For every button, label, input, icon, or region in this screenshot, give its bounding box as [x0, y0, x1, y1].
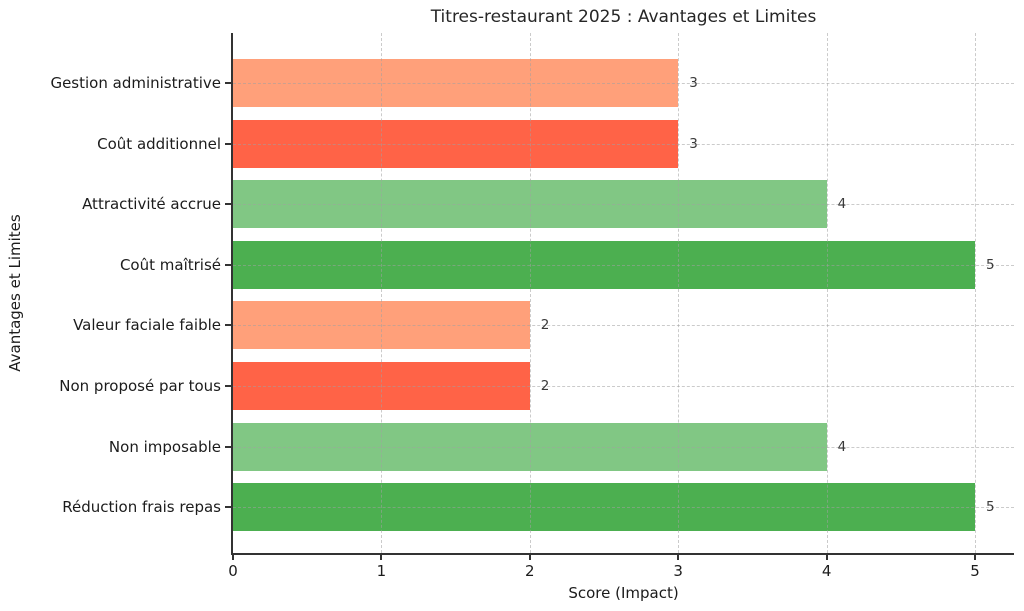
x-tick-label: 2: [525, 562, 535, 580]
gridline-horizontal: [233, 446, 1014, 448]
bar-value-label: 3: [689, 135, 698, 152]
y-tick-mark: [225, 385, 231, 387]
bar-value-label: 2: [540, 317, 550, 334]
y-tick-label: Non imposable: [108, 437, 221, 456]
x-tick-label: 5: [970, 562, 980, 580]
y-tick-label: Réduction frais repas: [62, 498, 221, 517]
x-tick-mark: [528, 555, 531, 560]
y-tick-mark: [225, 203, 231, 206]
x-tick-label: 1: [376, 562, 387, 580]
plot-area: 0 1 2 3 4 5 3 Gestion administrative 3 Coût addit…: [50, 33, 1014, 580]
y-tick-label: Valeur faciale faible: [73, 316, 221, 335]
y-tick-mark: [225, 324, 231, 327]
x-tick-mark: [974, 555, 976, 560]
gridline-vertical: [381, 33, 383, 553]
x-tick-label: 4: [821, 562, 832, 580]
y-tick-label: Coût additionnel: [97, 134, 221, 153]
x-tick-mark: [380, 555, 383, 560]
gridline-horizontal: [233, 325, 1014, 327]
gridline-horizontal: [233, 386, 1014, 387]
y-tick-mark: [225, 263, 231, 266]
gridline-horizontal: [233, 507, 1014, 509]
y-tick-label: Attractivité accrue: [82, 195, 221, 214]
gridline-horizontal: [233, 83, 1014, 84]
y-tick-mark: [225, 445, 231, 448]
y-tick-mark: [225, 506, 231, 509]
y-tick-mark: [225, 142, 231, 145]
bar-value-label: 5: [986, 256, 995, 273]
x-axis-label: Score (Impact): [568, 584, 679, 602]
bar-value-label: 2: [540, 378, 550, 394]
x-tick-mark: [825, 555, 828, 560]
y-tick-label: Gestion administrative: [50, 74, 221, 92]
gridline-horizontal: [233, 204, 1014, 206]
y-tick-label: Non proposé par tous: [59, 377, 221, 395]
bar-value-label: 4: [837, 196, 847, 213]
bar-value-label: 3: [689, 75, 698, 91]
x-tick-mark: [677, 555, 680, 560]
bar-value-label: 4: [837, 438, 847, 455]
x-tick-label: 0: [228, 562, 238, 580]
y-tick-mark: [225, 82, 231, 84]
x-tick-label: 3: [673, 562, 683, 580]
gridline-vertical: [826, 33, 828, 553]
y-axis-spine: [231, 33, 233, 555]
chart-title: Titres-restaurant 2025 : Avantages et Li…: [430, 7, 817, 27]
x-axis-spine: [231, 553, 1014, 555]
gridline-vertical: [529, 33, 531, 553]
gridline-horizontal: [233, 143, 1014, 145]
gridline-vertical: [975, 33, 976, 553]
gridline-horizontal: [233, 264, 1014, 266]
bar-value-label: 5: [986, 499, 995, 516]
y-tick-label: Coût maîtrisé: [119, 255, 221, 274]
x-tick-mark: [232, 555, 234, 560]
gridline-vertical: [678, 33, 680, 553]
